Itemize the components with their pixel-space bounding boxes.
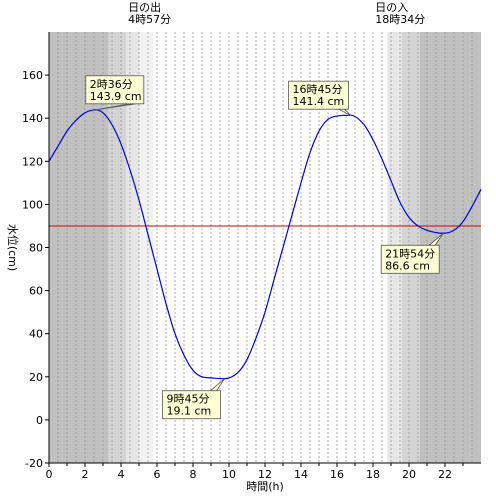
sunrise-label: 日の出 — [128, 0, 161, 14]
y-tick-label: 40 — [29, 328, 43, 341]
callout-time: 2時36分 — [90, 78, 133, 91]
y-tick-label: 20 — [29, 371, 43, 384]
x-tick-label: 0 — [46, 468, 53, 481]
y-tick-label: 160 — [22, 69, 43, 82]
x-tick-label: 14 — [294, 468, 308, 481]
axis-ticks: 0 2 4 6 8 10 12 14 16 18 20 22-20020406080100120140… — [22, 69, 464, 481]
callout-value: 141.4 cm — [293, 95, 345, 108]
y-tick-label: -20 — [25, 457, 43, 470]
x-tick-label: 8 — [190, 468, 197, 481]
callout-time: 9時45分 — [167, 393, 210, 406]
tide-line-0 — [48, 109, 482, 380]
x-tick-label: 4 — [118, 468, 125, 481]
callout-value: 143.9 cm — [90, 90, 142, 103]
sunset-label: 日の入 — [375, 1, 408, 14]
x-tick-label: 12 — [258, 468, 272, 481]
tide-series — [48, 109, 482, 380]
y-tick-label: 60 — [29, 285, 43, 298]
x-tick-label: 2 — [82, 468, 89, 481]
sunrise-header: 日の出 4時57分 — [128, 0, 171, 26]
callout-box — [288, 80, 349, 110]
shade-band-3 — [139, 32, 154, 463]
shade-band-2 — [126, 32, 139, 463]
x-tick-label: 10 — [222, 468, 236, 481]
y-tick-label: 100 — [22, 198, 43, 211]
x-axis-title: 時間(h) — [246, 480, 284, 493]
callout-value: 19.1 cm — [167, 405, 212, 418]
callout-value: 86.6 cm — [385, 259, 430, 272]
x-tick-label: 18 — [366, 468, 380, 481]
x-tick-label: 16 — [330, 468, 344, 481]
y-tick-label: 140 — [22, 112, 43, 125]
shade-band-1 — [108, 32, 127, 463]
x-tick-label: 6 — [154, 468, 161, 481]
x-tick-label: 22 — [438, 468, 452, 481]
y-tick-label: 120 — [22, 155, 43, 168]
callout-box — [85, 75, 145, 105]
callout-box — [380, 244, 440, 274]
x-tick-label: 20 — [402, 468, 416, 481]
y-tick-label: 0 — [36, 414, 43, 427]
callout-box — [162, 390, 221, 420]
y-axis-title: 水位(cm) — [6, 224, 20, 271]
callout-time: 21時54分 — [385, 247, 435, 260]
callout-pointer — [338, 108, 351, 116]
sunrise-time: 4時57分 — [128, 13, 171, 26]
callout-time: 16時45分 — [293, 83, 343, 96]
callout-pointer — [209, 378, 225, 392]
sunset-time: 18時34分 — [375, 13, 425, 26]
y-tick-label: 80 — [29, 242, 43, 255]
sunset-header: 日の入 18時34分 — [375, 1, 425, 26]
